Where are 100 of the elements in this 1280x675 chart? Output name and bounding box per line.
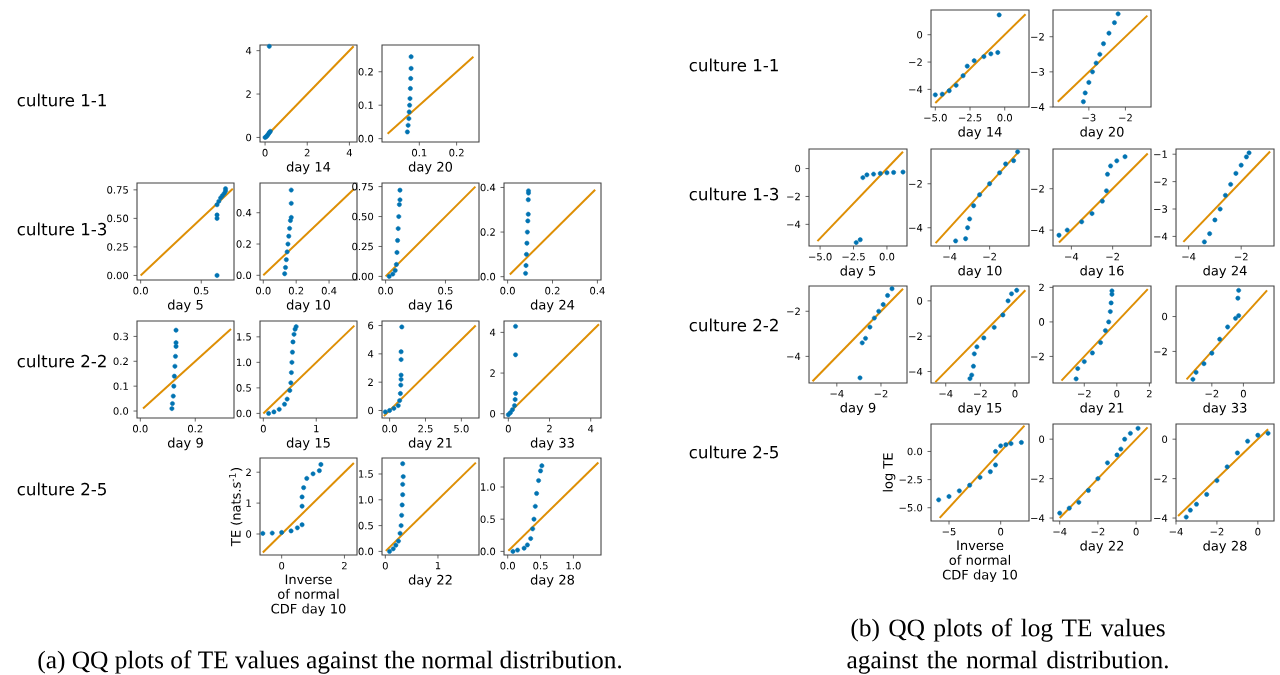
x-tick-label: 0: [998, 527, 1004, 536]
y-tick-label: −4: [909, 224, 923, 232]
y-tick-label: −4: [1154, 232, 1168, 241]
x-tick-label: 0: [382, 561, 388, 570]
y-tick-label: 2: [490, 369, 495, 377]
y-tick-label: −2: [1154, 347, 1167, 356]
x-tick-label: 0: [260, 424, 266, 433]
x-tick-label: −4: [939, 389, 953, 398]
x-tick-label: 0.1: [412, 148, 427, 157]
x-tick-label: 1: [314, 424, 319, 433]
y-tick-label: 4: [367, 350, 374, 358]
x-axis-title: day 9: [840, 402, 876, 416]
y-tick-label: 0.0: [907, 447, 923, 456]
y-tick-label: 0.50: [352, 212, 374, 221]
x-tick-label: 0.2: [449, 148, 464, 157]
x-axis-title: day 24: [1203, 265, 1247, 279]
y-tick-label: 4: [245, 47, 252, 55]
y-tick-label: 0.75: [352, 182, 373, 191]
x-axis-title: Inverse of normal CDF day 10: [271, 574, 346, 617]
x-axis-title: day 24: [530, 299, 575, 313]
x-tick-label: 4: [588, 424, 594, 433]
y-tick-label: −4: [1154, 514, 1168, 522]
y-tick-label: 0: [368, 406, 374, 415]
x-tick-label: 0.0: [256, 286, 271, 295]
y-tick-label: 1: [246, 499, 251, 507]
y-tick-label: 0.0: [480, 547, 496, 556]
y-tick-label: −2: [787, 307, 800, 315]
y-tick-label: 1.0: [237, 358, 252, 367]
x-axis-title: day 14: [958, 126, 1002, 140]
x-tick-label: 5.0: [454, 424, 469, 433]
x-axis-title: day 5: [840, 265, 876, 279]
x-tick-label: −4: [943, 252, 957, 261]
y-axis-title: TE (nats.s$^{-1}$): [229, 468, 243, 547]
x-tick-label: 0: [262, 148, 268, 157]
x-tick-label: −2.5: [842, 252, 865, 261]
y-tick-label: 0: [795, 164, 801, 173]
x-axis-title: day 10: [286, 299, 331, 313]
y-tick-label: 0.2: [236, 240, 251, 248]
y-tick-label: 0.50: [107, 214, 129, 223]
x-tick-label: 0.0: [997, 113, 1012, 122]
text: culture 1-3: [17, 222, 107, 236]
y-tick-label: 2: [246, 468, 251, 476]
y-tick-label: 0: [1162, 312, 1168, 321]
y-tick-label: −4: [1031, 103, 1045, 111]
y-tick-label: 0.5: [358, 521, 373, 530]
y-tick-label: 0.2: [480, 228, 495, 236]
text: (a) QQ plots of TE values against the normal distribution.: [38, 650, 622, 674]
x-axis-title: day 28: [1203, 540, 1247, 554]
y-tick-label: −2: [909, 58, 922, 66]
y-tick-label: 0.1: [358, 101, 373, 109]
x-tick-label: 0.0: [133, 424, 148, 433]
x-axis-title: day 33: [1203, 402, 1247, 416]
x-tick-label: 2: [547, 424, 552, 433]
y-tick-label: −2: [909, 332, 922, 340]
x-tick-label: 0: [1114, 389, 1120, 398]
y-tick-label: 0.2: [358, 67, 373, 76]
x-axis-title: day 16: [408, 299, 453, 313]
y-tick-label: 1.0: [481, 483, 496, 491]
y-tick-label: 0.0: [113, 407, 129, 415]
y-tick-label: −4: [1031, 514, 1045, 522]
x-tick-label: −5.0: [924, 113, 947, 122]
x-tick-label: 0.0: [378, 286, 393, 295]
y-tick-label: 1.5: [359, 470, 373, 478]
y-tick-label: 0.0: [480, 272, 496, 281]
y-axis-title: log TE: [882, 453, 896, 492]
y-tick-label: 0.00: [107, 271, 129, 280]
y-tick-label: −2: [1154, 177, 1167, 186]
x-axis-title: day 15: [286, 437, 330, 451]
y-tick-label: 6: [368, 321, 374, 330]
x-tick-label: 0: [1255, 527, 1261, 536]
text: culture 1-3: [689, 187, 779, 201]
text: (b) QQ plots of log TE values against the normal distribution.: [847, 618, 1168, 674]
x-tick-label: 2.5: [418, 424, 433, 433]
x-tick-label: 0.2: [545, 286, 560, 295]
x-tick-label: −2: [1077, 389, 1091, 398]
text: culture 2-2: [17, 354, 106, 368]
x-tick-label: 0.2: [288, 286, 304, 295]
x-axis-title: day 16: [1080, 265, 1124, 279]
y-tick-label: 0.1: [113, 382, 128, 390]
y-tick-label: 0: [917, 297, 923, 305]
x-axis-title: day 22: [1080, 540, 1124, 554]
y-tick-label: 2: [246, 90, 251, 98]
x-axis-title: day 20: [1080, 126, 1124, 140]
x-axis-title: day 33: [530, 437, 574, 451]
x-tick-label: 2: [304, 148, 310, 157]
y-tick-label: 0: [1039, 435, 1045, 443]
x-axis-title: day 21: [1080, 402, 1124, 416]
text: culture 1-1: [689, 58, 778, 72]
y-tick-label: 0.0: [236, 409, 252, 418]
y-tick-label: −2: [1154, 474, 1167, 483]
x-axis-title: day 21: [408, 437, 452, 451]
x-tick-label: 0.0: [382, 424, 397, 433]
y-tick-label: −2: [1031, 33, 1044, 41]
x-tick-label: 0.0: [500, 286, 515, 295]
x-tick-label: −4: [1053, 527, 1067, 536]
x-axis-title: day 5: [167, 299, 203, 313]
text: culture 2-2: [689, 318, 778, 332]
x-tick-label: 0: [279, 561, 285, 570]
y-tick-label: −2: [909, 180, 922, 188]
x-tick-label: −2.5: [958, 113, 982, 122]
